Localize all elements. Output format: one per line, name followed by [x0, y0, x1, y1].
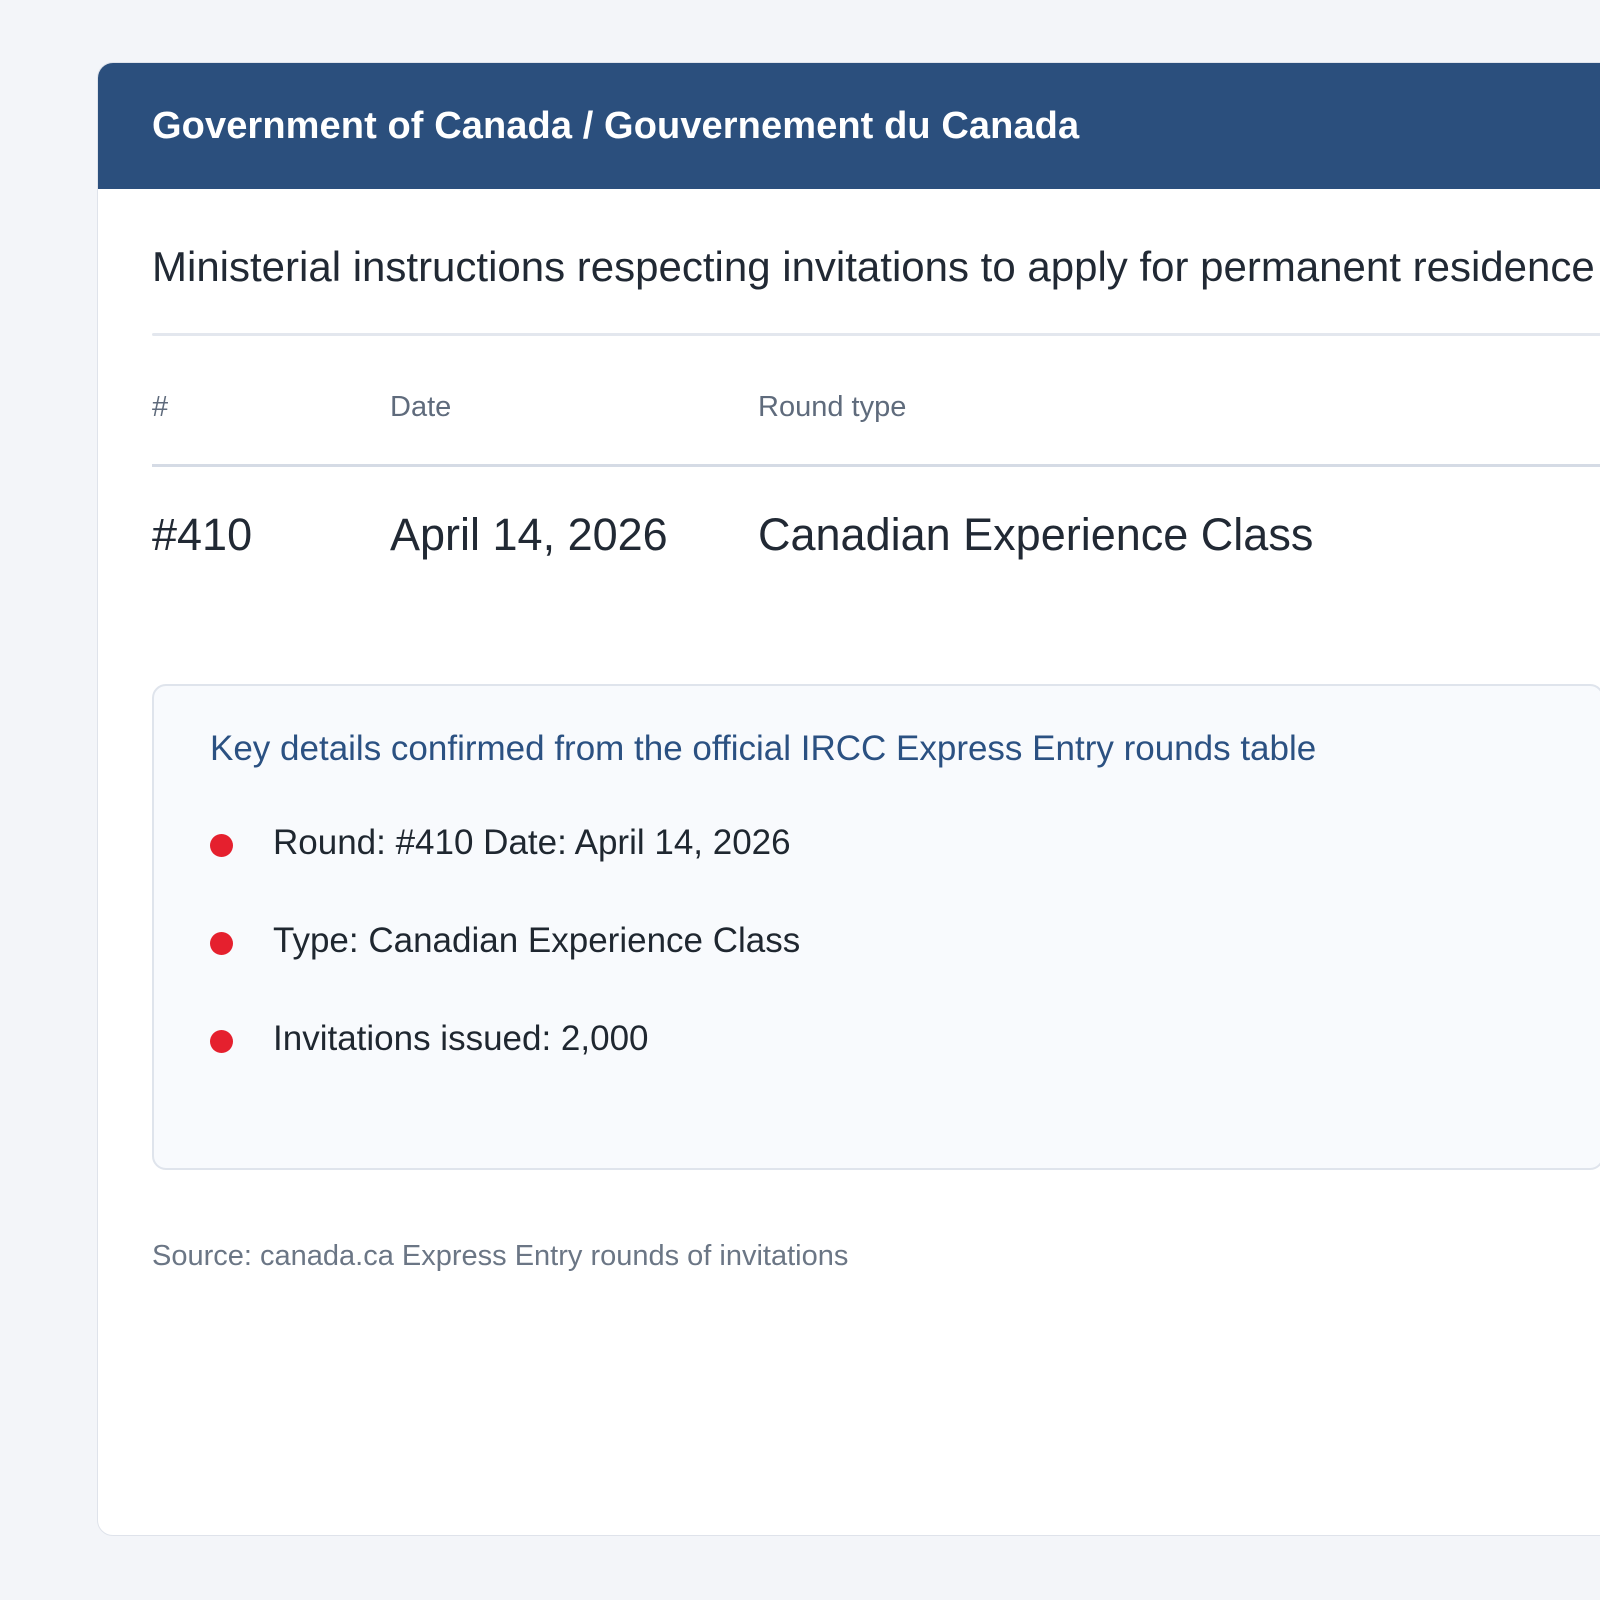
- cell-round-type: Canadian Experience Class: [758, 509, 1314, 561]
- cell-round-number: #410: [152, 509, 253, 561]
- page-title: Ministerial instructions respecting invi…: [152, 243, 1595, 290]
- column-header-round-type: Round type: [758, 391, 907, 424]
- list-item: Invitations issued: 2,000: [210, 1018, 1556, 1060]
- list-item-label: Type: Canadian Experience Class: [273, 921, 801, 961]
- express-entry-rounds-table: # Date Round type #410 April 14, 2026 Ca…: [152, 391, 1600, 561]
- table-header-row: # Date Round type: [152, 391, 1600, 466]
- key-details-list: Round: #410 Date: April 14, 2026 Type: C…: [210, 822, 1556, 1060]
- document-card: Government of Canada / Gouvernement du C…: [97, 62, 1600, 1536]
- key-details-box: Key details confirmed from the official …: [152, 684, 1600, 1171]
- column-header-date: Date: [390, 391, 452, 424]
- government-of-canada-banner: Government of Canada / Gouvernement du C…: [98, 63, 1600, 189]
- card-body: Ministerial instructions respecting invi…: [98, 243, 1600, 1273]
- cell-round-date: April 14, 2026: [390, 509, 668, 561]
- list-item-label: Round: #410 Date: April 14, 2026: [273, 823, 791, 863]
- table-header: # Date Round type: [152, 391, 1600, 466]
- list-item: Type: Canadian Experience Class: [210, 920, 1556, 962]
- bullet-dot-icon: [210, 1030, 233, 1054]
- table-body: #410 April 14, 2026 Canadian Experience …: [152, 466, 1600, 562]
- title-divider: [152, 333, 1600, 337]
- list-item-label: Invitations issued: 2,000: [273, 1019, 649, 1059]
- banner-title: Government of Canada / Gouvernement du C…: [152, 104, 1080, 147]
- column-header-number: #: [152, 391, 169, 424]
- table-row: #410 April 14, 2026 Canadian Experience …: [152, 466, 1600, 562]
- source-note: Source: canada.ca Express Entry rounds o…: [152, 1240, 849, 1273]
- list-item: Round: #410 Date: April 14, 2026: [210, 822, 1556, 864]
- bullet-dot-icon: [210, 932, 233, 956]
- key-details-title: Key details confirmed from the official …: [210, 729, 1317, 769]
- bullet-dot-icon: [210, 834, 233, 858]
